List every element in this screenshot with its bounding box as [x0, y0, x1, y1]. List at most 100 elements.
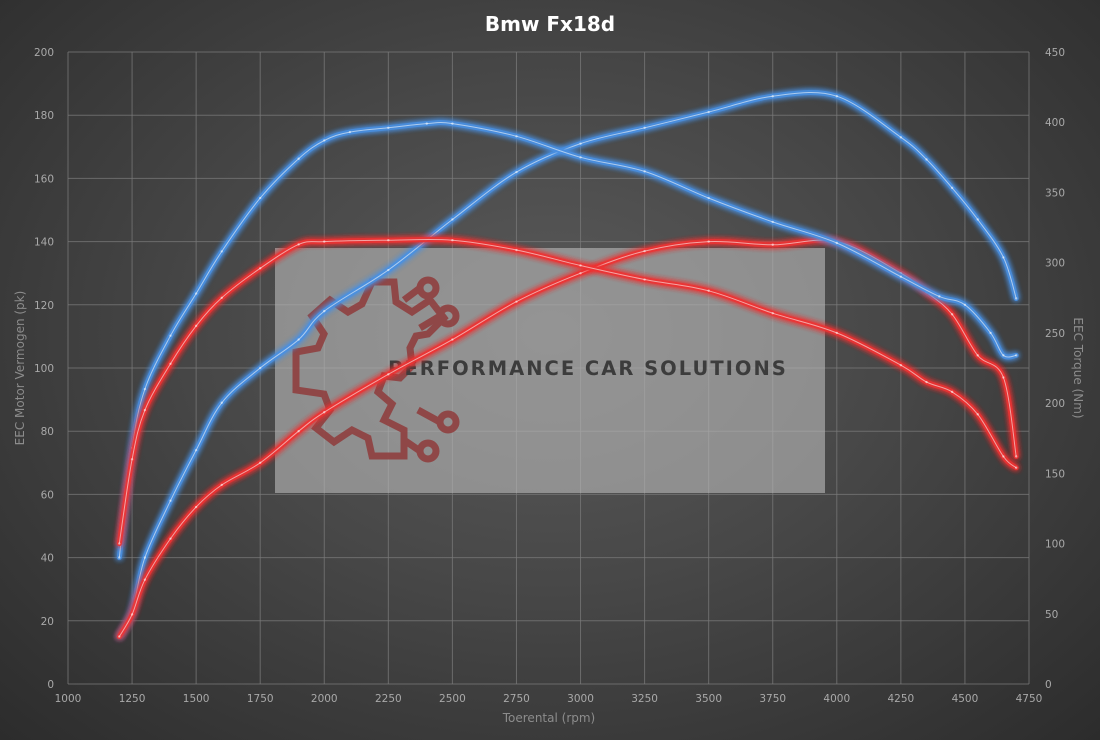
y-tick-label: 180: [34, 110, 54, 122]
x-tick-label: 3750: [759, 693, 786, 705]
series-point: [323, 240, 326, 243]
series-point: [194, 292, 198, 295]
series-point: [451, 122, 454, 125]
x-tick-label: 4000: [823, 693, 850, 705]
series-point: [130, 458, 134, 461]
series-point: [348, 130, 352, 134]
watermark: PERFORMANCE CAR SOLUTIONS: [275, 248, 825, 493]
series-layer: [116, 90, 1019, 640]
x-tick-label: 1000: [55, 693, 82, 705]
x-tick-label: 1250: [119, 693, 146, 705]
series-point: [297, 430, 300, 433]
y2-tick-label: 300: [1045, 258, 1065, 270]
series-point: [118, 542, 121, 545]
series-point: [643, 126, 646, 130]
y2-tick-label: 350: [1045, 187, 1065, 199]
series-point: [143, 556, 147, 559]
x-tick-label: 4750: [1016, 693, 1043, 705]
series-point: [771, 243, 774, 246]
series-point: [643, 278, 646, 281]
series-point: [579, 142, 582, 145]
series-point: [387, 126, 390, 130]
series-point: [989, 331, 992, 335]
y-tick-label: 140: [34, 237, 54, 249]
series-point: [963, 303, 967, 306]
series-point: [835, 95, 838, 98]
series-point: [899, 363, 903, 367]
series-point: [323, 139, 326, 142]
series-line-core-1: [118, 239, 1017, 637]
x-tick-label: 3250: [631, 693, 658, 705]
series-point: [387, 268, 390, 272]
series-point: [950, 186, 954, 190]
y-tick-label: 60: [41, 489, 54, 501]
series-point: [707, 196, 710, 200]
series-point: [451, 338, 454, 341]
series-point: [220, 250, 223, 253]
series-point: [579, 272, 582, 275]
series-point: [1014, 466, 1018, 469]
x-tick-label: 4250: [887, 693, 914, 705]
y-tick-label: 40: [41, 553, 54, 565]
x-tick-label: 2250: [375, 693, 402, 705]
series-point: [835, 331, 838, 335]
series-point: [925, 158, 928, 161]
series-point: [259, 461, 262, 464]
x-axis-label: Toerental (rpm): [502, 711, 595, 725]
series-point: [515, 300, 518, 303]
y-tick-label: 200: [34, 47, 54, 59]
x-tick-label: 1750: [247, 693, 274, 705]
y-tick-label: 120: [34, 300, 54, 312]
y2-tick-label: 0: [1045, 679, 1052, 691]
series-point: [515, 248, 518, 252]
series-point: [1002, 455, 1005, 458]
series-point: [387, 373, 390, 376]
series-point: [118, 556, 121, 559]
y-tick-label: 160: [34, 173, 54, 185]
series-point: [1014, 455, 1018, 458]
series-point: [707, 289, 710, 292]
y2-tick-label: 200: [1045, 398, 1065, 410]
series-point: [220, 401, 223, 404]
y2-axis-label: EEC Torque (Nm): [1071, 317, 1085, 418]
series-point: [451, 238, 454, 242]
x-tick-label: 3500: [695, 693, 722, 705]
series-point: [259, 366, 262, 370]
series-point: [1002, 256, 1005, 259]
gear-icon: [292, 276, 460, 463]
watermark-text: PERFORMANCE CAR SOLUTIONS: [388, 357, 788, 380]
x-tick-label: 3000: [567, 693, 594, 705]
series-point: [259, 196, 262, 200]
y2-tick-label: 400: [1045, 117, 1065, 129]
series-point: [771, 220, 774, 224]
series-point: [297, 157, 300, 160]
chart-title: Bmw Fx18d: [485, 12, 615, 36]
series-point: [707, 110, 710, 114]
series-point: [771, 95, 774, 98]
series-point: [194, 324, 198, 328]
y2-tick-label: 450: [1045, 47, 1065, 59]
series-point: [297, 338, 300, 341]
series-point: [143, 578, 147, 581]
series-point: [579, 156, 582, 159]
y2-tick-label: 50: [1045, 609, 1058, 621]
series-point: [259, 267, 262, 270]
series-point: [143, 408, 147, 412]
series-point: [169, 499, 172, 502]
series-point: [220, 483, 223, 487]
x-axis-ticks: 1000 1250 1500 1750 2000 2250 2500 2750 3000 3250…: [55, 693, 1043, 705]
series-point: [194, 448, 198, 452]
series-point: [643, 249, 646, 253]
series-point: [169, 362, 172, 365]
series-point: [118, 635, 121, 638]
series-point: [938, 295, 941, 298]
series-point: [643, 170, 646, 173]
series-point: [220, 296, 223, 299]
series-point: [323, 309, 326, 313]
series-point: [976, 218, 979, 221]
series-point: [976, 354, 979, 357]
series-point: [771, 312, 774, 315]
series-point: [950, 390, 954, 394]
series-point: [169, 537, 172, 540]
